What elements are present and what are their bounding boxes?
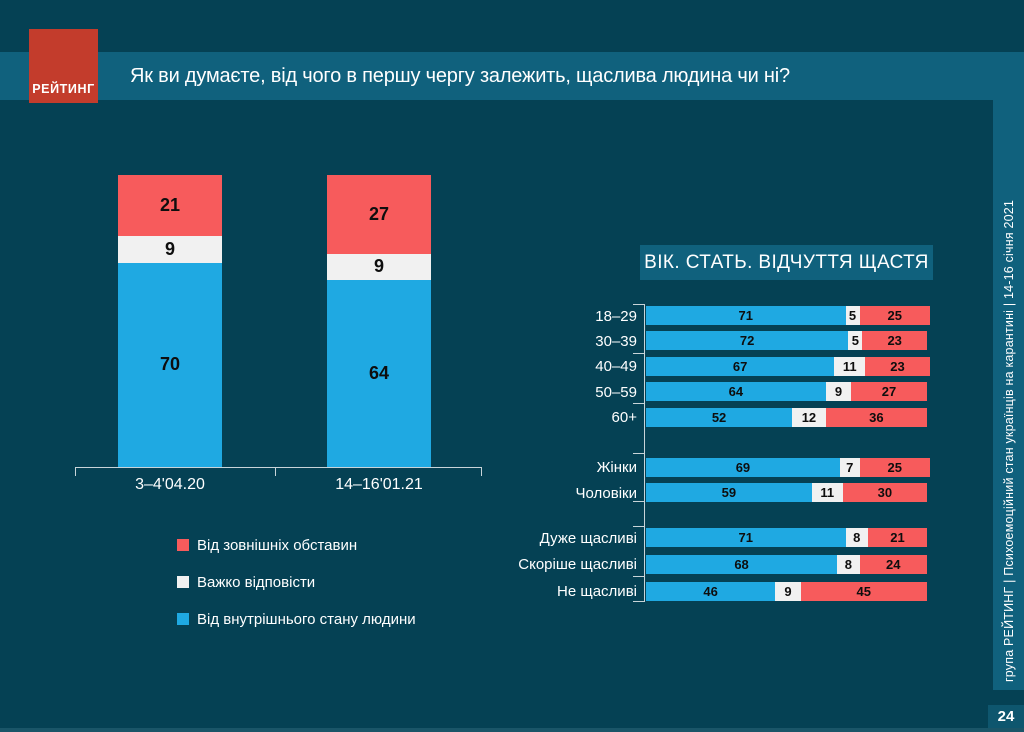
row-label: Скоріше щасливі [518,556,637,574]
legend-item: Важко відповісти [177,573,416,591]
bar-segment-difficult: 11 [811,483,843,502]
axis-tick [633,576,644,577]
bar-segment-external: 27 [327,175,431,254]
row-label: 60+ [611,409,637,427]
bar-segment-internal: 72 [646,331,849,351]
page-title: Як ви думаєте, від чого в першу чергу за… [130,65,790,87]
axis-tick [633,304,644,305]
row-label: 40–49 [595,358,637,376]
row-label: 30–39 [595,332,637,350]
bar-segment-difficult: 11 [834,356,866,376]
page-number: 24 [988,705,1024,728]
legend: Від зовнішніх обставин Важко відповісти Ві… [177,537,416,648]
bar-segment-external: 21 [868,528,927,547]
bar-value-label: 9 [164,238,175,259]
bar-segment-difficult: 8 [837,554,860,574]
axis-tick [275,467,276,476]
bar-segment-external: 21 [118,175,222,237]
sidebar-strip: група РЕЙТИНГ | Психоемоційний стан укра… [993,52,1024,690]
bar-value-label: 70 [159,354,181,375]
axis-tick [633,353,644,354]
bar-segment-internal: 68 [646,554,838,574]
legend-label: Від зовнішніх обставин [197,536,358,554]
legend-item: Від внутрішнього стану людини [177,610,416,628]
y-axis-line [644,304,645,602]
category-label: 14–16'01.21 [335,476,423,493]
bar-segment-external: 23 [862,331,927,351]
bar-segment-internal: 46 [646,581,776,601]
row-label: Дуже щасливі [539,529,637,547]
axis-tick [481,467,482,476]
bar-segment-difficult: 7 [839,457,860,477]
rating-logo-text: РЕЙТИНГ [32,82,95,96]
title-band [0,52,1024,100]
bar-segment-external: 30 [842,483,927,502]
bar-segment-external: 27 [851,382,927,402]
row-label: Жінки [596,459,637,476]
legend-swatch-internal [177,613,189,625]
bar-segment-external: 23 [865,356,930,376]
bar-segment-difficult: 8 [845,528,868,547]
bar-segment-difficult: 5 [848,331,863,351]
legend-label: Важко відповісти [197,573,316,591]
bar-segment-difficult: 12 [792,407,826,427]
bar-segment-internal: 70 [118,262,222,467]
axis-tick [633,453,644,454]
bar-value-label: 9 [373,256,384,277]
legend-label: Від внутрішнього стану людини [197,610,416,628]
rating-logo: РЕЙТИНГ [29,29,98,103]
bar-segment-internal: 59 [646,483,812,502]
bar-segment-external: 45 [800,581,927,601]
bar-segment-difficult: 9 [327,253,431,281]
axis-tick [633,601,644,602]
bar-segment-difficult: 9 [825,382,852,402]
legend-item: Від зовнішніх обставин [177,536,416,554]
legend-swatch-difficult [177,576,189,588]
bar-value-label: 27 [368,203,390,224]
bar-segment-external: 24 [859,554,927,574]
bar-segment-difficult: 9 [775,581,801,601]
axis-tick [633,501,644,502]
bar-segment-internal: 52 [646,407,793,427]
category-label: 3–4'04.20 [135,476,205,493]
axis-tick [633,403,644,404]
bar-segment-internal: 71 [646,528,846,547]
bar-segment-internal: 64 [327,280,431,467]
bar-segment-internal: 69 [646,457,840,477]
bar-segment-internal: 64 [646,382,826,402]
row-label: 18–29 [595,307,637,325]
x-axis-line [75,467,482,468]
row-label: Чоловіки [575,484,637,502]
bar-value-label: 64 [368,363,390,384]
bar-segment-internal: 67 [646,356,835,376]
row-label: 50–59 [595,383,637,401]
demographics-chart-title: ВІК. СТАТЬ. ВІДЧУТТЯ ЩАСТЯ [640,245,933,280]
sidebar-caption: група РЕЙТИНГ | Психоемоційний стан укра… [1002,199,1016,682]
bar-segment-difficult: 9 [118,236,222,263]
axis-tick [75,467,76,476]
bar-segment-internal: 71 [646,306,846,325]
bar-segment-external: 25 [859,306,930,325]
row-label: Не щасливі [557,583,637,601]
bar-segment-external: 36 [825,407,927,427]
bottom-edge [0,728,1024,732]
bar-segment-difficult: 5 [845,306,860,325]
axis-tick [633,526,644,527]
bar-value-label: 21 [159,195,181,216]
bar-segment-external: 25 [859,457,930,477]
legend-swatch-external [177,539,189,551]
